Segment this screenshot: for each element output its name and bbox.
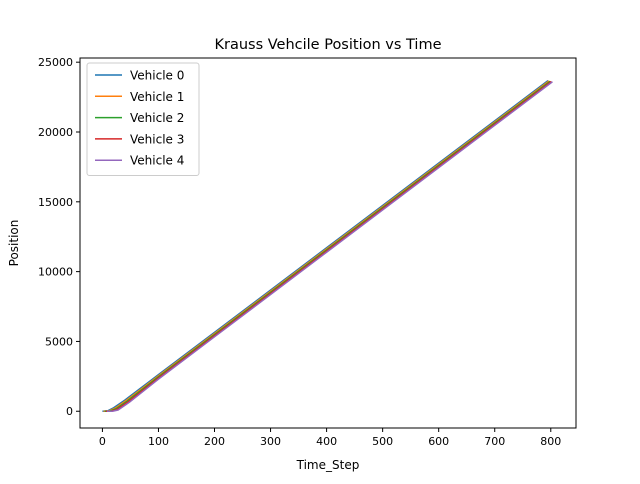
plot-frame (79, 57, 577, 429)
x-tick-label: 0 (99, 435, 106, 448)
y-tick-label: 10000 (38, 266, 73, 279)
y-tick-label: 0 (66, 405, 73, 418)
y-tick-label: 15000 (38, 196, 73, 209)
legend-label: Vehicle 2 (130, 111, 184, 125)
y-axis: 0 5000 10000 15000 20000 25000 (38, 56, 80, 418)
y-tick-label: 20000 (38, 126, 73, 139)
legend-label: Vehicle 1 (130, 90, 184, 104)
legend-box (86, 62, 200, 176)
legend-label: Vehicle 0 (130, 69, 184, 83)
x-tick-label: 200 (204, 435, 225, 448)
legend-label: Vehicle 4 (130, 154, 184, 168)
x-tick-label: 400 (316, 435, 337, 448)
x-tick-label: 800 (540, 435, 561, 448)
x-tick-label: 100 (148, 435, 169, 448)
x-tick-label: 500 (372, 435, 393, 448)
y-axis-label: Position (7, 220, 21, 267)
x-tick-label: 300 (260, 435, 281, 448)
y-tick-label: 5000 (45, 335, 73, 348)
chart-title: Krauss Vehcile Position vs Time (214, 37, 441, 53)
x-tick-label: 700 (484, 435, 505, 448)
legend-label: Vehicle 3 (130, 132, 184, 146)
series-line-vehicle-4 (106, 81, 553, 412)
x-axis-label: Time_Step (296, 458, 360, 472)
x-tick-label: 600 (428, 435, 449, 448)
y-tick-label: 25000 (38, 56, 73, 69)
plot-content (102, 80, 553, 412)
x-axis: 0 100 200 300 400 500 600 700 800 (99, 428, 561, 448)
legend: Vehicle 0 Vehicle 1 Vehicle 2 Vehicle 3 Vehi… (86, 62, 200, 176)
